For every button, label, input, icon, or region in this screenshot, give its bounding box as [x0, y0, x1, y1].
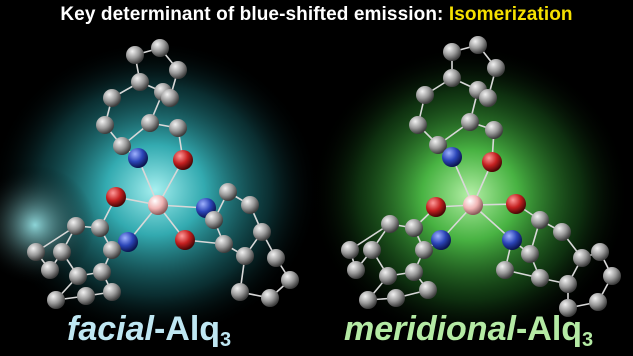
carbon-atom	[559, 275, 577, 293]
title-highlight: Isomerization	[448, 4, 573, 25]
carbon-atom	[496, 261, 514, 279]
carbon-atom	[205, 211, 223, 229]
nitrogen-atom	[431, 230, 451, 250]
nitrogen-atom	[502, 230, 522, 250]
meridional-label-italic: meridional	[344, 310, 516, 348]
carbon-atom	[69, 267, 87, 285]
carbon-atom	[103, 241, 121, 259]
carbon-atom	[521, 245, 539, 263]
carbon-atom	[443, 69, 461, 87]
carbon-atom	[429, 136, 447, 154]
carbon-atom	[405, 219, 423, 237]
carbon-atom	[131, 73, 149, 91]
carbon-atom	[215, 235, 233, 253]
carbon-atom	[231, 283, 249, 301]
carbon-atom	[419, 281, 437, 299]
oxygen-atom	[426, 197, 446, 217]
aluminum-atom	[148, 195, 168, 215]
meridional-label: meridional-Alq3	[344, 312, 593, 350]
carbon-atom	[553, 223, 571, 241]
facial-label-italic: facial	[67, 310, 154, 348]
carbon-atom	[241, 196, 259, 214]
nitrogen-atom	[442, 147, 462, 167]
carbon-atom	[603, 267, 621, 285]
carbon-atom	[591, 243, 609, 261]
title-prefix: Key determinant of blue-shifted emission…	[60, 4, 449, 25]
carbon-atom	[151, 39, 169, 57]
oxygen-atom	[173, 150, 193, 170]
carbon-atom	[363, 241, 381, 259]
oxygen-atom	[482, 152, 502, 172]
oxygen-atom	[506, 194, 526, 214]
carbon-atom	[41, 261, 59, 279]
carbon-atom	[47, 291, 65, 309]
carbon-atom	[381, 215, 399, 233]
carbon-atom	[261, 289, 279, 307]
carbon-atom	[281, 271, 299, 289]
carbon-atom	[253, 223, 271, 241]
carbon-atom	[573, 249, 591, 267]
carbon-atom	[77, 287, 95, 305]
facial-label: facial-Alq3	[67, 312, 231, 350]
carbon-atom	[93, 263, 111, 281]
carbon-atom	[559, 299, 577, 317]
carbon-atom	[27, 243, 45, 261]
facial-glow	[0, 40, 320, 340]
carbon-atom	[443, 43, 461, 61]
carbon-atom	[141, 114, 159, 132]
carbon-atom	[359, 291, 377, 309]
carbon-atom	[409, 116, 427, 134]
carbon-atom	[219, 183, 237, 201]
carbon-atom	[531, 211, 549, 229]
facial-side-glow	[0, 165, 95, 285]
carbon-atom	[267, 249, 285, 267]
carbon-atom	[53, 243, 71, 261]
carbon-atom	[387, 289, 405, 307]
meridional-molecule	[341, 36, 621, 317]
carbon-atom	[67, 217, 85, 235]
carbon-atom	[379, 267, 397, 285]
meridional-label-sub: 3	[582, 329, 594, 351]
carbon-atom	[485, 121, 503, 139]
carbon-atom	[91, 219, 109, 237]
aluminum-atom	[463, 195, 483, 215]
nitrogen-atom	[118, 232, 138, 252]
carbon-atom	[487, 59, 505, 77]
carbon-atom	[469, 36, 487, 54]
figure-title: Key determinant of blue-shifted emission…	[0, 4, 633, 26]
carbon-atom	[416, 86, 434, 104]
carbon-atom	[405, 263, 423, 281]
carbon-atom	[415, 241, 433, 259]
facial-molecule	[27, 39, 299, 309]
carbon-atom	[347, 261, 365, 279]
carbon-atom	[531, 269, 549, 287]
oxygen-atom	[175, 230, 195, 250]
carbon-atom	[96, 116, 114, 134]
carbon-atom	[479, 89, 497, 107]
carbon-atom	[236, 247, 254, 265]
carbon-atom	[161, 89, 179, 107]
carbon-atom	[113, 137, 131, 155]
facial-label-rest: -Alq	[153, 310, 221, 348]
carbon-atom	[103, 89, 121, 107]
facial-label-sub: 3	[220, 329, 232, 351]
carbon-atom	[589, 293, 607, 311]
carbon-atom	[169, 119, 187, 137]
carbon-atom	[341, 241, 359, 259]
carbon-atom	[169, 61, 187, 79]
carbon-atom	[461, 113, 479, 131]
carbon-atom	[103, 283, 121, 301]
oxygen-atom	[106, 187, 126, 207]
meridional-label-rest: -Alq	[515, 310, 583, 348]
nitrogen-atom	[128, 148, 148, 168]
carbon-atom	[126, 46, 144, 64]
